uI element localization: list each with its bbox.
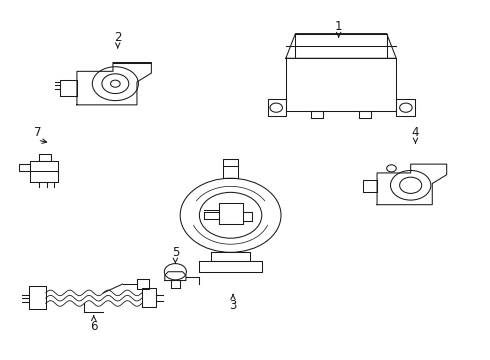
Text: 2: 2 bbox=[114, 31, 122, 44]
Text: 3: 3 bbox=[229, 299, 237, 312]
Text: 6: 6 bbox=[90, 320, 98, 333]
Text: 1: 1 bbox=[335, 20, 343, 33]
Text: 7: 7 bbox=[34, 126, 41, 139]
Text: 4: 4 bbox=[412, 126, 419, 139]
Text: 5: 5 bbox=[172, 246, 179, 259]
